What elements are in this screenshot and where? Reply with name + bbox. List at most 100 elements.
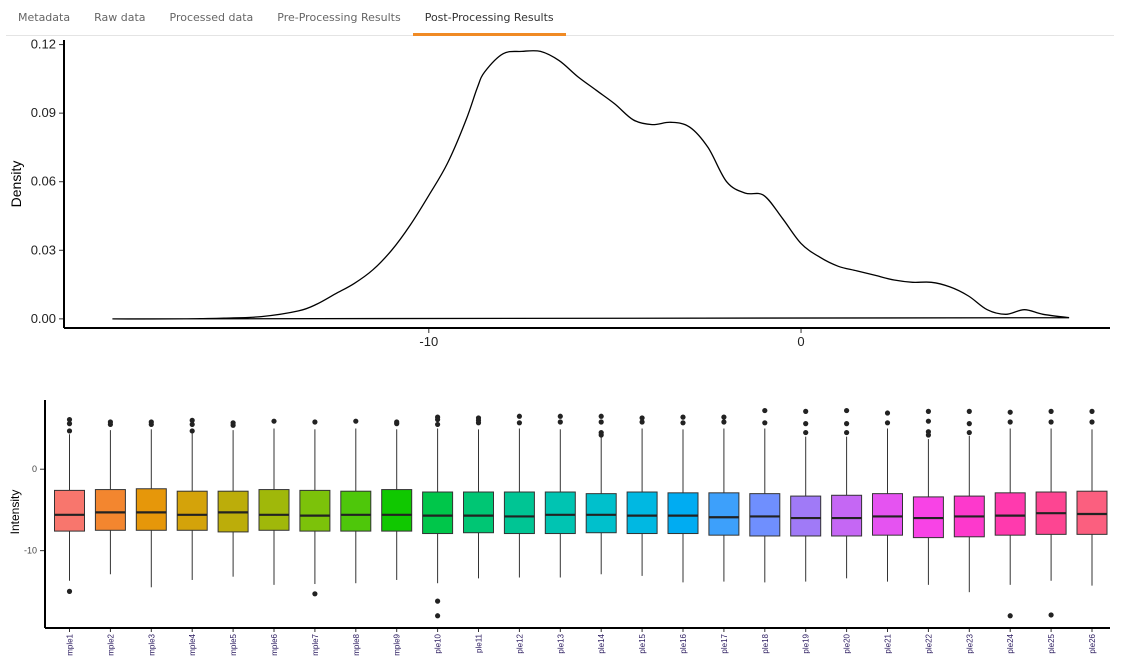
boxplot-category-label: ple18 (761, 633, 770, 653)
box-body (54, 489, 85, 532)
density-y-tick-label: 0.09 (31, 105, 56, 120)
box-body (708, 492, 740, 536)
box-outlier (148, 419, 154, 425)
tab-processed-data[interactable]: Processed data (169, 11, 254, 24)
box-ple12 (503, 413, 535, 578)
box-outlier (312, 591, 318, 597)
box-outlier (598, 419, 604, 425)
box-outlier (639, 419, 645, 425)
boxplot-y-tick-label: -10 (24, 546, 37, 556)
boxplot-category-label: mple1 (66, 633, 75, 655)
boxplot-category-label: mple8 (352, 633, 361, 655)
box-outlier (803, 408, 809, 414)
boxplot-category-label: ple14 (597, 633, 606, 653)
box-outlier (435, 414, 441, 420)
box-body (626, 491, 658, 535)
box-outlier (803, 429, 809, 436)
box-outlier (1089, 408, 1095, 414)
box-ple19 (790, 408, 822, 582)
box-body (749, 493, 781, 537)
box-ple14 (585, 413, 617, 575)
box-ple25 (1035, 408, 1067, 618)
box-outlier (721, 419, 727, 425)
box-outlier (66, 421, 73, 427)
boxplot-y-ticks: 0 -10 (24, 464, 45, 556)
box-body (340, 490, 372, 532)
box-mple4 (176, 417, 208, 580)
boxplot-category-labels: mple1 mple2 mple3 mple4 mple5 mple6 mple7 mple8… (66, 628, 1097, 656)
box-outlier (925, 418, 932, 424)
boxplot-category-label: ple10 (434, 633, 443, 653)
box-body (667, 492, 699, 535)
box-outlier (66, 588, 73, 594)
box-mple7 (299, 419, 331, 597)
density-y-tick-label: 0.06 (31, 174, 56, 189)
box-outlier (475, 415, 482, 421)
density-chart: 0.00 0.03 0.06 0.09 0.12 -10 0 Density (8, 37, 1110, 349)
box-outlier (762, 407, 768, 414)
box-ple18 (749, 407, 781, 583)
box-outlier (435, 598, 441, 604)
box-body (790, 495, 822, 537)
boxplot-category-label: ple19 (802, 633, 811, 653)
box-outlier (312, 419, 318, 425)
boxplot-category-label: ple13 (556, 633, 565, 653)
box-outlier (966, 421, 972, 427)
boxplot-category-label: ple22 (924, 633, 933, 653)
boxplot-category-label: ple16 (679, 633, 688, 653)
box-outlier (435, 421, 441, 428)
density-y-tick-label: 0.12 (31, 37, 56, 52)
boxplot-category-label: mple5 (229, 633, 238, 655)
box-body (585, 493, 617, 534)
box-outlier (516, 413, 523, 419)
density-y-tick-label: 0.00 (31, 311, 56, 326)
box-outlier (721, 414, 727, 420)
box-outlier (394, 419, 400, 425)
boxplot-y-tick-label: 0 (32, 464, 37, 474)
box-outlier (516, 420, 523, 426)
box-outlier (884, 420, 891, 426)
box-outlier (762, 420, 768, 426)
tab-raw-data[interactable]: Raw data (94, 11, 146, 24)
boxplot-category-label: ple15 (638, 633, 647, 653)
boxplot-category-label: mple3 (147, 633, 156, 655)
box-ple24 (994, 409, 1026, 619)
tab-bar: Metadata Raw data Processed data Pre-Pro… (6, 0, 1114, 36)
box-body (994, 492, 1026, 536)
box-body (94, 489, 126, 531)
box-outlier (189, 421, 195, 428)
tab-pre-processing-results[interactable]: Pre-Processing Results (277, 11, 401, 24)
box-body (544, 491, 576, 535)
boxplot-category-label: ple23 (965, 633, 974, 653)
tab-metadata[interactable]: Metadata (18, 11, 71, 24)
box-outlier (66, 416, 73, 423)
box-outlier (230, 420, 236, 426)
density-y-label: Density (8, 161, 24, 208)
boxplot-category-label: ple11 (475, 633, 484, 653)
box-outlier (1007, 419, 1013, 425)
box-outlier (107, 419, 113, 425)
box-outlier (803, 421, 809, 427)
boxplot-category-label: ple20 (843, 633, 852, 653)
box-outlier (66, 428, 73, 434)
box-ple15 (626, 415, 658, 576)
boxplot-category-label: ple24 (1006, 633, 1015, 653)
box-ple21 (872, 410, 903, 582)
box-ple23 (953, 408, 985, 593)
box-body (258, 489, 290, 531)
box-outlier (1089, 419, 1095, 425)
box-body (176, 490, 208, 531)
density-x-tick-label: -10 (419, 334, 438, 349)
box-outlier (557, 413, 563, 419)
box-mple1 (54, 416, 85, 594)
tab-post-processing-results[interactable]: Post-Processing Results (412, 0, 566, 36)
box-body (503, 491, 535, 535)
box-outlier (1007, 409, 1013, 415)
density-y-tick-label: 0.03 (31, 242, 56, 257)
box-body (299, 489, 331, 532)
box-ple13 (544, 413, 576, 578)
density-curve (112, 49, 1070, 320)
box-body (381, 489, 413, 532)
box-ple10 (422, 414, 454, 619)
box-mple2 (94, 419, 126, 575)
